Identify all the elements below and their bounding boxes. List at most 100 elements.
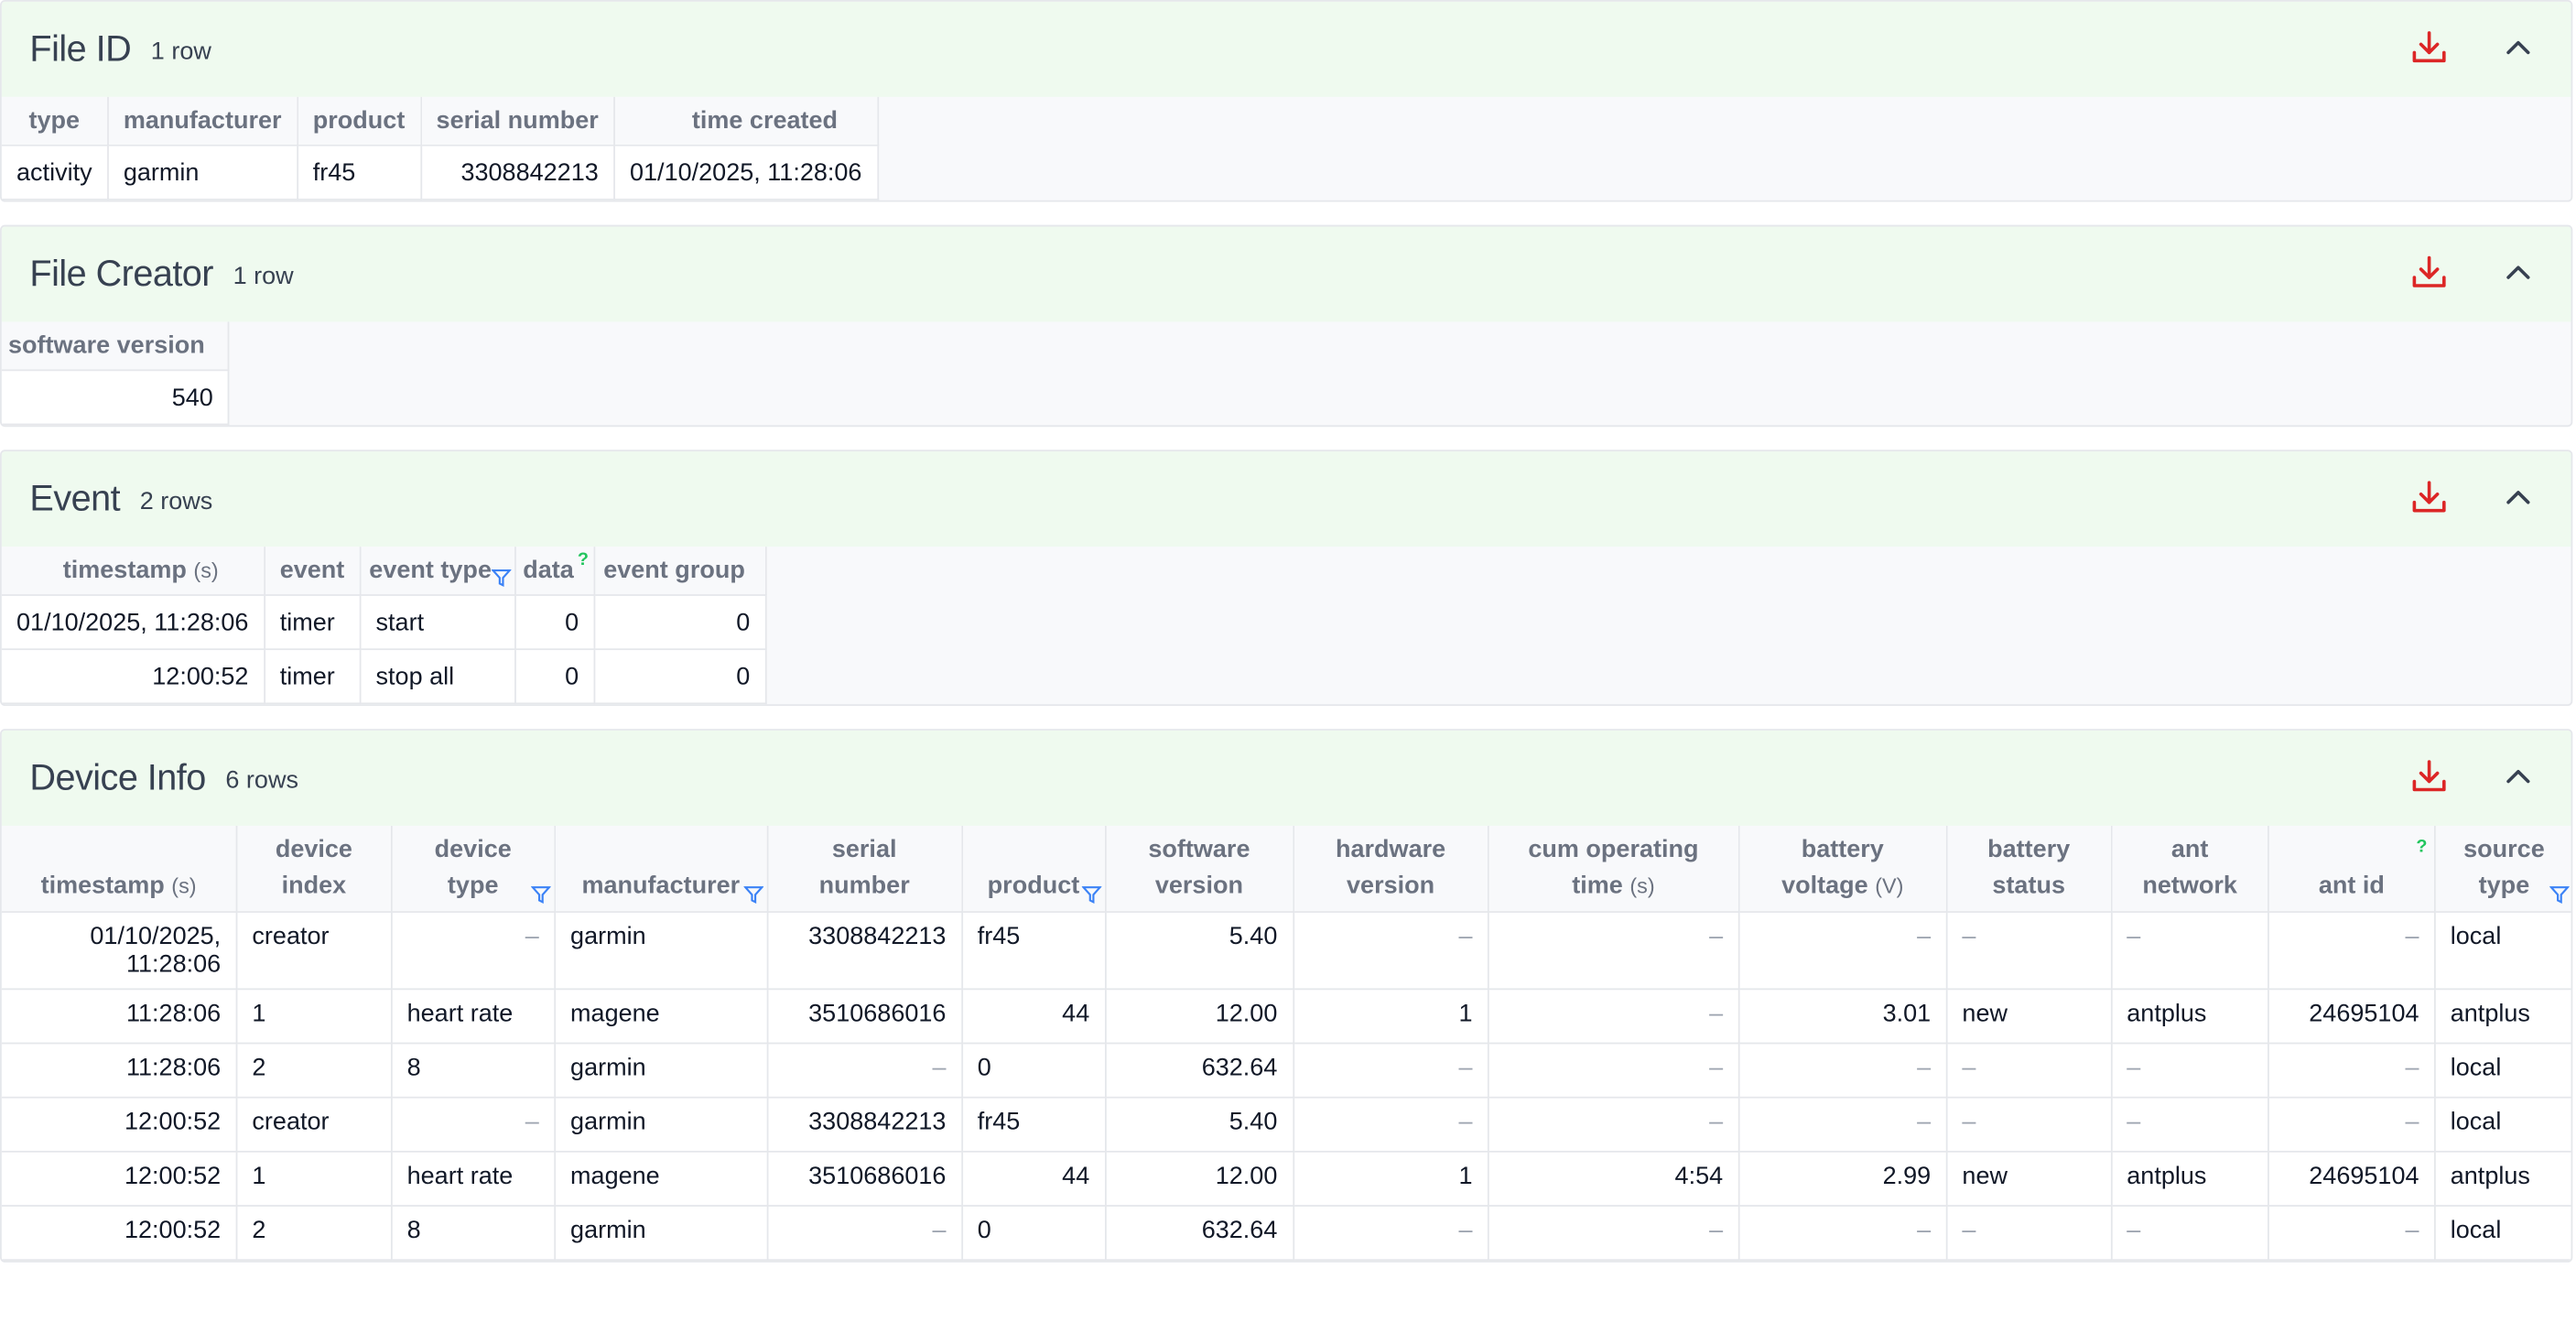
chevron-up-icon[interactable]	[2495, 25, 2541, 70]
column-header[interactable]: cum operating time (s)	[1488, 825, 1740, 913]
table-cell: –	[1293, 1097, 1489, 1153]
column-header[interactable]: device type	[391, 825, 556, 913]
row-count: 1 row	[150, 38, 211, 66]
column-header[interactable]: event group	[594, 547, 767, 596]
table-cell: garmin	[554, 1206, 768, 1262]
table-cell: –	[391, 1097, 556, 1153]
event-header[interactable]: Event 2 rows	[1, 451, 2571, 547]
table-cell: –	[1738, 1206, 1948, 1262]
column-header[interactable]: type	[1, 96, 109, 146]
table-cell: –	[2268, 1097, 2436, 1153]
chevron-up-icon[interactable]	[2495, 474, 2541, 520]
file-id-section: File ID 1 row type manufacturer product …	[0, 0, 2573, 202]
table-cell: 44	[961, 989, 1107, 1045]
table-cell: –	[2268, 1043, 2436, 1099]
table-cell: 2	[236, 1206, 393, 1262]
column-header[interactable]: product	[297, 96, 422, 146]
table-cell: creator	[236, 1097, 393, 1153]
column-label: data	[523, 556, 574, 585]
filter-icon[interactable]	[1081, 884, 1101, 905]
table-cell: –	[2268, 912, 2436, 991]
table-cell: 01/10/2025, 11:28:06	[1, 912, 238, 991]
download-icon[interactable]	[2406, 474, 2452, 520]
table-cell: 632.64	[1105, 1043, 1294, 1099]
table-cell: 12:00:52	[1, 1206, 238, 1262]
column-header[interactable]: event	[264, 547, 362, 596]
table-cell: 5.40	[1105, 912, 1294, 991]
table-cell: –	[2111, 912, 2270, 991]
table-cell: 12.00	[1105, 1151, 1294, 1207]
unit-label: (s)	[193, 558, 219, 583]
table-cell: local	[2434, 1043, 2571, 1099]
download-icon[interactable]	[2406, 753, 2452, 799]
column-header[interactable]: product	[961, 825, 1107, 913]
table-cell: new	[1946, 1151, 2113, 1207]
table-cell: 5.40	[1105, 1097, 1294, 1153]
table-row: 540	[1, 370, 230, 426]
file-creator-header[interactable]: File Creator 1 row	[1, 226, 2571, 322]
timestamp-time: 11:28:06	[125, 950, 222, 979]
device-info-table: timestamp (s) device index device type manufa…	[1, 825, 2571, 1262]
column-label: network	[2142, 872, 2237, 900]
table-cell: 4:54	[1488, 1151, 1740, 1207]
column-header[interactable]: event type	[360, 547, 517, 596]
column-header[interactable]: manufacturer	[554, 825, 768, 913]
download-icon[interactable]	[2406, 25, 2452, 70]
column-header[interactable]: battery voltage (V)	[1738, 825, 1948, 913]
row-count: 2 rows	[139, 487, 213, 516]
help-icon[interactable]: ?	[2416, 837, 2428, 857]
column-header[interactable]: hardware version	[1293, 825, 1489, 913]
column-header[interactable]: source type	[2434, 825, 2571, 913]
unit-label: (V)	[1875, 872, 1904, 898]
table-row: 11:28:06 1 heart rate magene 3510686016 44 12.…	[1, 989, 2571, 1045]
column-label: source	[2463, 835, 2545, 864]
table-cell: 3510686016	[766, 989, 963, 1045]
column-label: number	[818, 872, 910, 900]
table-cell: fr45	[961, 912, 1107, 991]
table-cell: heart rate	[391, 1151, 556, 1207]
table-cell: new	[1946, 989, 2113, 1045]
file-creator-section: File Creator 1 row software version 540	[0, 224, 2573, 428]
column-header[interactable]: software version	[1, 321, 230, 372]
table-cell: –	[2111, 1206, 2270, 1262]
column-header[interactable]: data?	[515, 547, 596, 596]
table-cell: –	[1946, 1043, 2113, 1099]
row-count: 1 row	[233, 262, 294, 291]
table-cell: antplus	[2434, 989, 2571, 1045]
column-header[interactable]: timestamp (s)	[1, 547, 265, 596]
column-label: version	[1154, 872, 1243, 900]
column-header[interactable]: timestamp (s)	[1, 825, 238, 913]
device-info-header[interactable]: Device Info 6 rows	[1, 730, 2571, 826]
table-cell: timer	[264, 649, 362, 705]
file-id-header[interactable]: File ID 1 row	[1, 1, 2571, 97]
chevron-up-icon[interactable]	[2495, 753, 2541, 799]
column-label: type	[447, 872, 499, 900]
table-cell: 1	[1293, 989, 1489, 1045]
column-header[interactable]: ant network	[2111, 825, 2270, 913]
column-header[interactable]: serial number	[420, 96, 615, 146]
filter-icon[interactable]	[491, 568, 512, 588]
filter-icon[interactable]	[2549, 884, 2570, 905]
chevron-up-icon[interactable]	[2495, 250, 2541, 296]
table-cell: 0	[961, 1206, 1107, 1262]
table-cell: –	[766, 1206, 963, 1262]
column-header[interactable]: time created	[613, 96, 879, 146]
column-header[interactable]: battery status	[1946, 825, 2113, 913]
column-label: software	[1148, 835, 1250, 864]
filter-icon[interactable]	[742, 884, 763, 905]
download-icon[interactable]	[2406, 250, 2452, 296]
table-cell: garmin	[554, 912, 768, 991]
column-header[interactable]: software version	[1105, 825, 1294, 913]
column-label: status	[1992, 872, 2066, 900]
device-info-section: Device Info 6 rows timestamp (s) device in…	[0, 729, 2573, 1263]
table-cell: –	[2111, 1043, 2270, 1099]
table-row: 12:00:52 timer stop all 0 0	[1, 649, 767, 705]
column-header[interactable]: ant id?	[2268, 825, 2436, 913]
table-cell: 540	[1, 370, 230, 426]
help-icon[interactable]: ?	[577, 549, 589, 570]
column-header[interactable]: serial number	[766, 825, 963, 913]
column-header[interactable]: manufacturer	[107, 96, 298, 146]
column-header[interactable]: device index	[236, 825, 393, 913]
filter-icon[interactable]	[530, 884, 551, 905]
table-cell: 8	[391, 1043, 556, 1099]
